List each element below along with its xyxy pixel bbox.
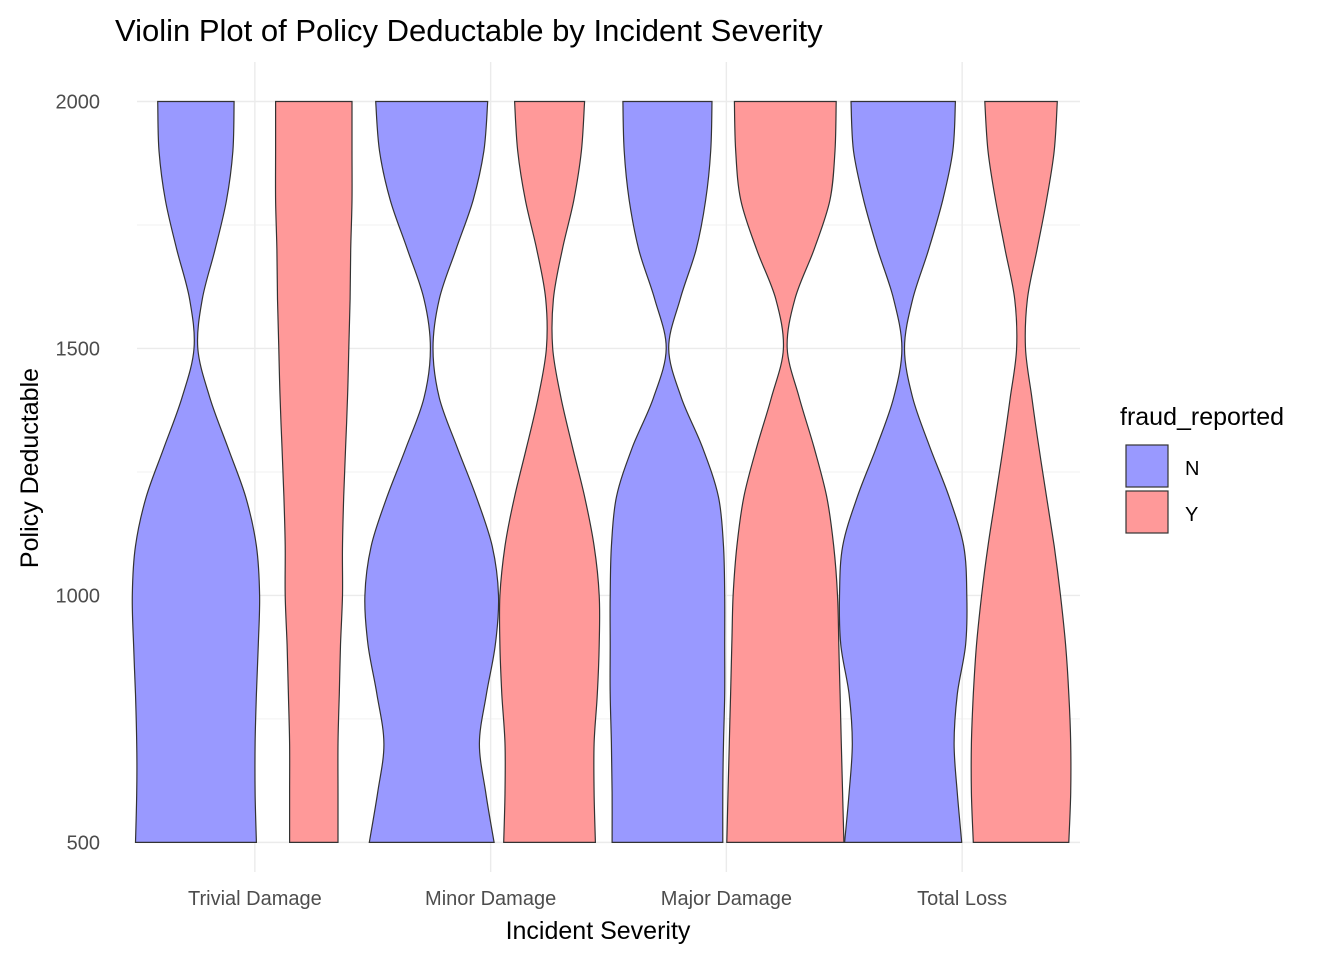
violin-n-minor-damage [364, 100, 500, 843]
violin-n-total-loss [838, 100, 968, 843]
violins [131, 100, 1072, 843]
x-tick-labels: Trivial Damage Minor Damage Major Damage To… [188, 888, 1007, 910]
legend-key-y [1125, 490, 1169, 534]
violin-y-total-loss [970, 100, 1072, 843]
x-tick-label: Trivial Damage [188, 888, 322, 910]
chart-title: Violin Plot of Policy Deductable by Inci… [115, 13, 823, 48]
x-tick-label: Major Damage [661, 888, 792, 910]
y-tick-label: 1000 [56, 585, 101, 607]
violin-y-trivial-damage [274, 100, 353, 843]
violin-n-trivial-damage [131, 100, 261, 843]
violin-y-minor-damage [498, 100, 601, 843]
y-tick-label: 2000 [56, 92, 101, 114]
y-tick-label: 500 [67, 832, 100, 854]
legend-key-n [1125, 444, 1169, 488]
legend-label-y: Y [1185, 504, 1198, 526]
x-tick-label: Minor Damage [425, 888, 556, 910]
violin-n-major-damage [609, 100, 726, 843]
legend-label-n: N [1185, 458, 1199, 480]
y-tick-labels: 500 1000 1500 2000 [56, 92, 101, 855]
y-tick-label: 1500 [56, 338, 101, 360]
x-axis-title: Incident Severity [506, 917, 691, 945]
violin-y-major-damage [726, 100, 845, 843]
y-axis-title: Policy Deductable [16, 368, 44, 568]
legend: fraud_reported N Y [1120, 403, 1284, 534]
x-tick-label: Total Loss [917, 888, 1007, 910]
legend-title: fraud_reported [1120, 403, 1284, 431]
